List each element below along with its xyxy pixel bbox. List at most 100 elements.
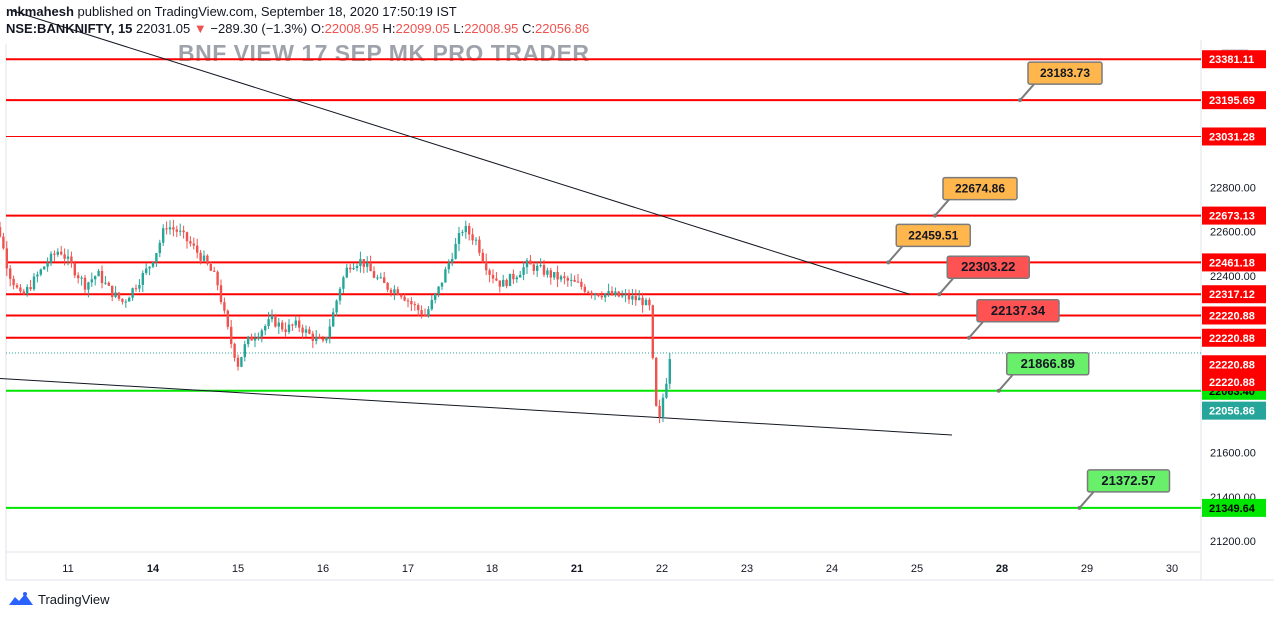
chart-watermark: BNF VIEW 17 SEP MK PRO TRADER <box>178 40 590 66</box>
candle-body <box>73 263 76 276</box>
x-tick-label: 21 <box>571 563 583 575</box>
candle-body <box>22 291 25 294</box>
candle-body <box>478 239 481 253</box>
candle-body <box>325 337 328 341</box>
level-price-label: 22317.12 <box>1209 289 1255 301</box>
candle-body <box>468 225 471 235</box>
callout-box[interactable] <box>942 176 1018 201</box>
callout-anchor <box>886 260 891 265</box>
footer-brand[interactable]: TradingView <box>8 591 110 607</box>
candle-body <box>138 284 141 289</box>
footer-brand-label: TradingView <box>38 591 110 607</box>
callout-label: 21372.57 <box>1101 473 1155 488</box>
callout-box[interactable] <box>1006 352 1090 376</box>
candle-body <box>9 268 12 279</box>
level-price-tag <box>1202 206 1266 225</box>
candle-body <box>532 264 535 271</box>
candle-body <box>80 277 83 279</box>
candle-body <box>638 297 641 301</box>
candle-body <box>172 227 175 230</box>
candle-body <box>491 274 495 279</box>
axis-price-tag <box>1202 372 1266 391</box>
x-tick-label: 11 <box>62 563 73 575</box>
trend-line[interactable] <box>12 10 910 295</box>
callout-box[interactable] <box>1086 469 1171 493</box>
callout-pointer <box>938 277 955 295</box>
candle-body <box>393 289 396 293</box>
candle-body <box>189 241 192 244</box>
candle-body <box>233 343 236 358</box>
candle-body <box>2 236 5 249</box>
candle-body <box>199 252 202 261</box>
candle-body <box>498 280 501 287</box>
candle-body <box>213 270 216 272</box>
candle-body <box>600 295 603 298</box>
candle-body <box>332 312 335 327</box>
callout-box[interactable] <box>895 223 971 248</box>
author-name[interactable]: mkmahesh <box>6 4 74 19</box>
candle-body <box>413 304 416 306</box>
candle-body <box>236 357 240 367</box>
candle-body <box>522 267 525 275</box>
level-price-label: 23031.28 <box>1209 131 1255 143</box>
callout-label: 22674.86 <box>955 182 1005 196</box>
candle-body <box>587 291 590 293</box>
callout-box[interactable] <box>946 255 1030 279</box>
candle-body <box>32 276 36 290</box>
candle-body <box>447 262 450 270</box>
close-label: C: <box>522 21 536 36</box>
candle-body <box>240 357 243 367</box>
candle-body <box>335 300 338 313</box>
candle-body <box>539 265 542 267</box>
candle-body <box>284 329 287 333</box>
candle-body <box>247 336 250 345</box>
candle-body <box>5 248 8 269</box>
y-tick-label: 21200.00 <box>1210 536 1256 548</box>
candle-body <box>376 277 379 279</box>
candle-body <box>304 329 308 333</box>
candle-body <box>661 397 665 417</box>
candle-body <box>36 274 39 277</box>
candle-body <box>175 229 178 232</box>
candle-body <box>372 271 376 278</box>
candle-body <box>179 230 182 232</box>
candle-body <box>651 305 654 358</box>
candle-body <box>0 227 2 237</box>
callout-anchor <box>1018 98 1022 103</box>
candle-body <box>60 251 63 255</box>
callout-anchor <box>996 388 1001 393</box>
candle-body <box>162 228 165 243</box>
level-price-label: 21349.64 <box>1209 503 1256 515</box>
price-change: −289.30 (−1.3%) <box>210 21 308 36</box>
callout-box[interactable] <box>1027 61 1103 85</box>
candle-body <box>97 270 100 277</box>
candle-body <box>257 336 260 339</box>
candle-body <box>63 254 66 259</box>
candle-body <box>104 282 107 284</box>
candle-body <box>488 270 491 275</box>
candle-body <box>141 272 144 285</box>
callout-label: 23183.73 <box>1040 66 1090 80</box>
candle-body <box>226 310 229 327</box>
candle-body <box>49 253 53 263</box>
candle-body <box>362 259 365 267</box>
ohlc-line: NSE:BANKNIFTY, 15 22031.05 ▼ −289.30 (−1… <box>6 21 589 36</box>
candle-body <box>621 295 624 297</box>
candle-body <box>311 333 314 341</box>
callout-box[interactable] <box>976 299 1060 323</box>
candle-body <box>253 338 257 341</box>
candle-body <box>644 299 648 306</box>
candle-body <box>549 270 552 278</box>
x-tick-label: 30 <box>1166 563 1178 575</box>
callout-pointer <box>1078 491 1095 509</box>
candle-body <box>124 301 127 303</box>
candle-body <box>243 344 246 358</box>
candle-body <box>403 296 406 301</box>
trend-line[interactable] <box>0 378 953 436</box>
candle-body <box>563 276 566 279</box>
candle-body <box>542 265 546 275</box>
level-price-label: 23381.11 <box>1209 54 1254 66</box>
candle-body <box>260 330 263 337</box>
published-text: published on TradingView.com, September … <box>77 4 457 19</box>
